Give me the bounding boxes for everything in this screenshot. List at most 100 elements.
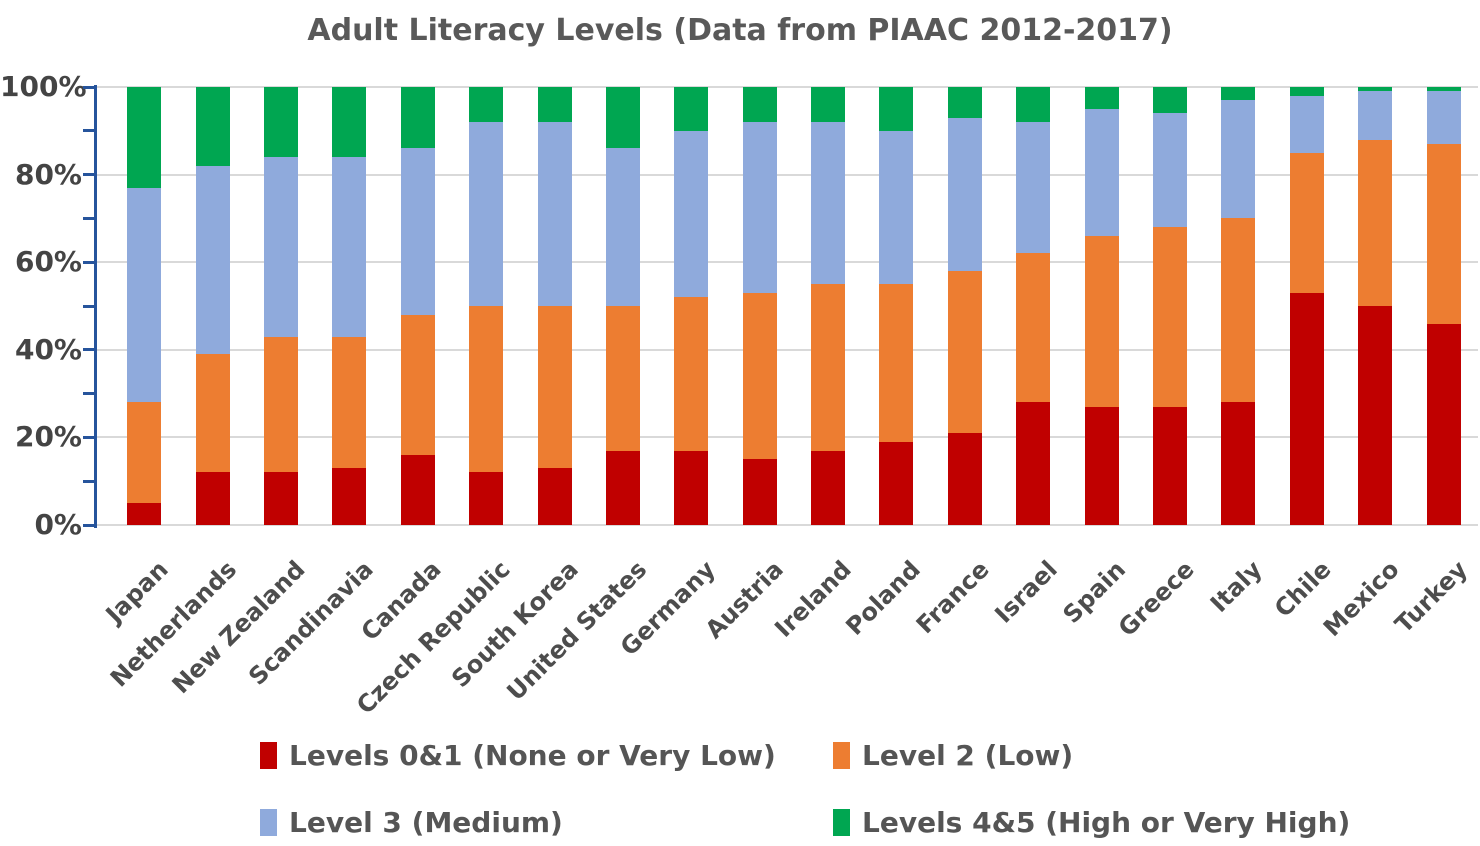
segment-levels-0-1-none-or-very-low-ireland [811,450,846,525]
gridline-60 [95,261,1478,264]
bar-italy [1221,87,1256,525]
y-axis-tick-100 [83,85,95,89]
segment-level-2-low-poland [879,284,914,442]
bar-new-zealand [263,87,298,525]
segment-level-2-low-israel [1016,253,1051,403]
bar-france [947,87,982,525]
segment-level-2-low-scandinavia [332,336,367,469]
bar-poland [879,87,914,525]
segment-levels-4-5-high-or-very-high-spain [1084,87,1119,109]
y-axis-tick-90 [83,129,95,133]
y-axis-tick-70 [83,216,95,220]
segment-levels-4-5-high-or-very-high-italy [1221,87,1256,101]
gridline-100 [95,86,1478,88]
segment-level-2-low-canada [400,314,435,455]
bar-ireland [811,87,846,525]
y-axis-tick-30 [83,392,95,396]
segment-level-3-medium-greece [1153,113,1188,228]
legend-item-level-3-medium: Level 3 (Medium) [260,806,563,839]
bar-turkey [1426,87,1461,525]
bar-canada [400,87,435,525]
x-axis-label-israel: Israel [989,555,1063,629]
segment-levels-4-5-high-or-very-high-japan [127,87,162,188]
segment-level-3-medium-czech-republic [469,122,504,307]
y-axis-label-60: 60% [14,245,82,279]
bar-japan [127,87,162,525]
segment-levels-0-1-none-or-very-low-greece [1153,406,1188,525]
x-axis-label-poland: Poland [840,555,926,641]
segment-level-3-medium-canada [400,148,435,315]
bar-greece [1153,87,1188,525]
segment-level-3-medium-mexico [1358,91,1393,140]
segment-levels-0-1-none-or-very-low-south-korea [537,468,572,525]
gridline-0 [95,524,1478,526]
bar-czech-republic [469,87,504,525]
bar-mexico [1358,87,1393,525]
segment-levels-4-5-high-or-very-high-poland [879,87,914,131]
legend-item-level-2-low: Level 2 (Low) [833,739,1073,772]
segment-level-3-medium-france [947,117,982,271]
segment-level-2-low-czech-republic [469,306,504,473]
x-axis-label-mexico: Mexico [1317,555,1405,642]
legend-label-level-2-low: Level 2 (Low) [862,739,1074,772]
segment-level-2-low-france [947,270,982,434]
bar-spain [1084,87,1119,525]
bar-united-states [605,87,640,525]
segment-levels-0-1-none-or-very-low-chile [1289,292,1324,525]
legend-swatch-level-2-low [833,742,850,769]
segment-levels-0-1-none-or-very-low-turkey [1426,323,1461,525]
y-axis-label-0: 0% [34,508,82,541]
segment-levels-0-1-none-or-very-low-israel [1016,402,1051,525]
segment-levels-0-1-none-or-very-low-mexico [1358,306,1393,525]
segment-level-2-low-netherlands [195,354,230,473]
segment-level-3-medium-austria [742,122,777,293]
segment-level-2-low-chile [1289,152,1324,293]
segment-levels-0-1-none-or-very-low-japan [127,503,162,525]
segment-level-3-medium-chile [1289,95,1324,153]
segment-level-2-low-ireland [811,284,846,451]
segment-level-3-medium-scandinavia [332,157,367,337]
y-axis-label-80: 80% [14,157,82,191]
y-axis-label-40: 40% [14,332,82,366]
segment-levels-0-1-none-or-very-low-poland [879,441,914,525]
segment-level-2-low-south-korea [537,306,572,469]
segment-levels-4-5-high-or-very-high-germany [674,87,709,131]
segment-level-3-medium-italy [1221,100,1256,219]
legend-label-levels-0-1-none-or-very-low: Levels 0&1 (None or Very Low) [289,739,776,772]
bar-chile [1289,87,1324,525]
legend-label-level-3-medium: Level 3 (Medium) [289,806,563,839]
segment-levels-0-1-none-or-very-low-scandinavia [332,468,367,525]
x-axis-label-turkey: Turkey [1389,555,1473,639]
segment-level-2-low-new-zealand [263,336,298,473]
segment-level-3-medium-ireland [811,122,846,285]
segment-level-3-medium-spain [1084,108,1119,236]
segment-levels-4-5-high-or-very-high-south-korea [537,87,572,123]
segment-level-2-low-spain [1084,235,1119,407]
y-axis-tick-50 [83,304,95,308]
segment-level-2-low-italy [1221,218,1256,403]
segment-levels-0-1-none-or-very-low-netherlands [195,472,230,525]
segment-levels-4-5-high-or-very-high-new-zealand [263,87,298,158]
x-axis-label-france: France [910,555,995,640]
segment-levels-4-5-high-or-very-high-france [947,87,982,118]
segment-level-3-medium-new-zealand [263,157,298,337]
segment-levels-4-5-high-or-very-high-chile [1289,87,1324,96]
legend-swatch-levels-4-5-high-or-very-high [833,809,850,836]
segment-levels-0-1-none-or-very-low-austria [742,459,777,525]
segment-levels-0-1-none-or-very-low-new-zealand [263,472,298,525]
legend-item-levels-0-1-none-or-very-low: Levels 0&1 (None or Very Low) [260,739,776,772]
segment-levels-0-1-none-or-very-low-canada [400,454,435,525]
y-axis-tick-0 [83,523,95,527]
segment-level-3-medium-united-states [605,148,640,307]
segment-level-2-low-greece [1153,227,1188,407]
legend-item-levels-4-5-high-or-very-high: Levels 4&5 (High or Very High) [833,806,1350,839]
gridline-20 [95,436,1478,439]
bar-austria [742,87,777,525]
y-axis-label-100: 100% [0,70,87,103]
segment-level-3-medium-israel [1016,122,1051,254]
segment-levels-0-1-none-or-very-low-spain [1084,406,1119,525]
bar-netherlands [195,87,230,525]
segment-levels-4-5-high-or-very-high-scandinavia [332,87,367,158]
segment-levels-4-5-high-or-very-high-greece [1153,87,1188,114]
